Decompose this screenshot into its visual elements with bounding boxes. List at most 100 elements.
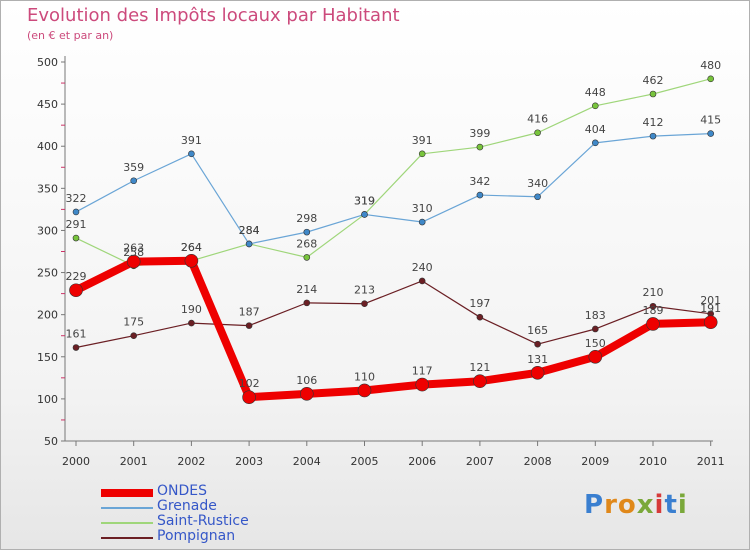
data-label-pompignan: 175 bbox=[123, 316, 144, 329]
data-label-pompignan: 187 bbox=[239, 306, 260, 319]
data-label-grenade: 412 bbox=[643, 116, 664, 129]
data-label-saint-rustice: 291 bbox=[66, 218, 87, 231]
data-point-pompignan bbox=[418, 277, 426, 285]
data-label-saint-rustice: 391 bbox=[412, 134, 433, 147]
data-label-pompignan: 213 bbox=[354, 284, 375, 297]
logo-letter: x bbox=[636, 490, 655, 520]
data-label-grenade: 415 bbox=[700, 114, 721, 127]
data-point-pompignan bbox=[476, 313, 484, 321]
data-point-ondes bbox=[126, 254, 141, 269]
data-point-ondes bbox=[473, 374, 487, 389]
data-label-pompignan: 183 bbox=[585, 309, 606, 322]
data-label-grenade: 319 bbox=[354, 194, 375, 207]
y-tick-label: 250 bbox=[37, 267, 58, 280]
data-point-ondes bbox=[69, 283, 83, 298]
data-point-grenade bbox=[418, 218, 426, 226]
data-point-ondes bbox=[299, 387, 314, 401]
data-label-grenade: 391 bbox=[181, 134, 202, 147]
data-label-ondes: 121 bbox=[469, 361, 490, 374]
legend-swatch-saint-rustice bbox=[101, 522, 153, 524]
data-label-pompignan: 201 bbox=[700, 294, 721, 307]
data-point-ondes bbox=[646, 317, 660, 331]
data-point-saint-rustice bbox=[303, 254, 311, 261]
x-tick-label: 2007 bbox=[466, 455, 494, 468]
legend-item-saint-rustice: Saint-Rustice bbox=[101, 513, 401, 531]
data-label-saint-rustice: 258 bbox=[123, 246, 144, 259]
data-label-saint-rustice: 284 bbox=[239, 224, 260, 237]
legend-item-ondes: ONDES bbox=[101, 483, 401, 501]
data-label-grenade: 310 bbox=[412, 202, 433, 215]
legend-swatch-grenade bbox=[101, 507, 153, 509]
y-tick-label: 350 bbox=[37, 182, 58, 195]
y-tick-label: 400 bbox=[37, 140, 58, 153]
data-label-pompignan: 165 bbox=[527, 324, 548, 337]
data-label-ondes: 264 bbox=[181, 241, 202, 254]
x-tick-label: 2002 bbox=[177, 455, 205, 468]
series-line-ondes bbox=[72, 256, 715, 402]
legend-swatch-ondes bbox=[101, 489, 153, 497]
data-label-saint-rustice: 268 bbox=[296, 237, 317, 250]
x-tick-label: 2005 bbox=[351, 455, 379, 468]
chart-title: Evolution des Impôts locaux par Habitant bbox=[27, 5, 400, 26]
data-point-pompignan bbox=[188, 319, 195, 327]
legend-label-pompignan: Pompignan bbox=[157, 528, 236, 544]
logo-letter: P bbox=[584, 490, 605, 520]
data-point-saint-rustice bbox=[476, 143, 484, 151]
data-point-pompignan bbox=[534, 340, 541, 348]
data-label-ondes: 150 bbox=[585, 337, 606, 350]
legend-label-saint-rustice: Saint-Rustice bbox=[157, 513, 249, 529]
data-point-ondes bbox=[530, 365, 545, 380]
y-tick-label: 500 bbox=[37, 56, 58, 69]
x-tick-label: 2004 bbox=[293, 455, 321, 468]
x-tick-label: 2000 bbox=[62, 455, 90, 468]
data-label-ondes: 106 bbox=[296, 374, 317, 387]
data-point-pompignan bbox=[72, 344, 80, 351]
data-point-pompignan bbox=[649, 302, 657, 310]
data-point-grenade bbox=[245, 240, 253, 248]
series-line-grenade bbox=[75, 132, 712, 245]
logo-letter: o bbox=[617, 490, 637, 520]
data-point-ondes bbox=[588, 349, 603, 364]
data-point-grenade bbox=[591, 139, 599, 147]
data-label-ondes: 117 bbox=[412, 365, 433, 378]
data-point-grenade bbox=[303, 228, 311, 236]
legend-item-pompignan: Pompignan bbox=[101, 528, 401, 546]
x-tick-label: 2001 bbox=[120, 455, 148, 468]
logo-letter: i bbox=[654, 490, 665, 520]
data-label-pompignan: 190 bbox=[181, 303, 202, 316]
y-tick-label: 300 bbox=[37, 224, 58, 237]
x-tick-label: 2011 bbox=[697, 455, 725, 468]
data-point-ondes bbox=[357, 383, 372, 398]
data-point-saint-rustice bbox=[707, 75, 715, 83]
y-tick-label: 450 bbox=[37, 98, 58, 111]
y-tick-label: 100 bbox=[37, 393, 58, 406]
y-tick-label: 200 bbox=[37, 309, 58, 322]
data-label-ondes: 189 bbox=[643, 304, 664, 317]
x-tick-label: 2006 bbox=[408, 455, 436, 468]
logo-letter: r bbox=[604, 490, 618, 520]
x-tick-label: 2010 bbox=[639, 455, 667, 468]
data-label-pompignan: 161 bbox=[66, 328, 87, 341]
data-label-grenade: 404 bbox=[585, 123, 606, 136]
data-point-ondes bbox=[184, 253, 199, 268]
data-label-saint-rustice: 448 bbox=[585, 86, 606, 99]
data-label-ondes: 102 bbox=[239, 377, 260, 390]
series-line-pompignan bbox=[75, 280, 712, 349]
data-point-saint-rustice bbox=[649, 90, 657, 98]
data-label-grenade: 340 bbox=[527, 177, 548, 190]
data-label-pompignan: 197 bbox=[469, 297, 490, 310]
data-label-grenade: 298 bbox=[296, 212, 317, 225]
data-label-grenade: 359 bbox=[123, 161, 144, 174]
x-tick-label: 2008 bbox=[524, 455, 552, 468]
data-point-pompignan bbox=[591, 325, 599, 333]
data-label-saint-rustice: 264 bbox=[181, 241, 202, 254]
y-tick-label: 150 bbox=[37, 351, 58, 364]
data-point-grenade bbox=[361, 211, 368, 218]
data-label-ondes: 191 bbox=[700, 302, 721, 315]
data-label-pompignan: 214 bbox=[296, 283, 317, 296]
legend-label-ondes: ONDES bbox=[157, 483, 208, 499]
data-label-saint-rustice: 319 bbox=[354, 194, 375, 207]
series-line-saint-rustice bbox=[75, 78, 712, 267]
